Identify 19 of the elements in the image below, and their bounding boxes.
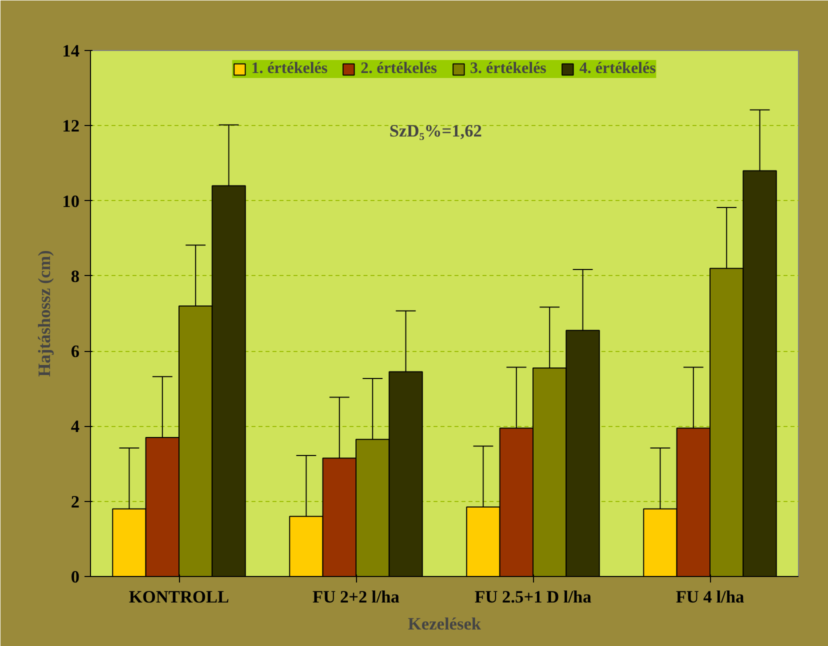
y-tick-label: 8	[70, 266, 80, 286]
x-tick-label: FU 2+2 l/ha	[312, 588, 400, 606]
y-tick-label: 6	[70, 342, 80, 362]
x-axis-title: Kezelések	[408, 614, 482, 634]
y-tick-label: 12	[62, 116, 80, 136]
annotation: SzD₅%=1,62	[389, 122, 482, 141]
y-tick-label: 0	[70, 568, 80, 586]
y-tick-label: 4	[70, 417, 80, 436]
legend-label: 1. értékelés	[251, 60, 328, 78]
legend-label: 3. értékelés	[470, 60, 546, 78]
x-tick-label: FU 4 l/ha	[676, 588, 745, 606]
legend-label: 4. értékelés	[579, 60, 656, 78]
y-tick-label: 14	[62, 42, 80, 60]
y-tick-label: 10	[62, 192, 80, 211]
x-tick-label: FU 2.5+1 D l/ha	[474, 588, 592, 606]
x-tick-label: KONTROLL	[128, 588, 230, 606]
y-tick-label: 2	[70, 492, 80, 512]
y-axis-title: Hajtáshossz (cm)	[35, 250, 54, 377]
legend-label: 2. értékelés	[360, 60, 437, 78]
